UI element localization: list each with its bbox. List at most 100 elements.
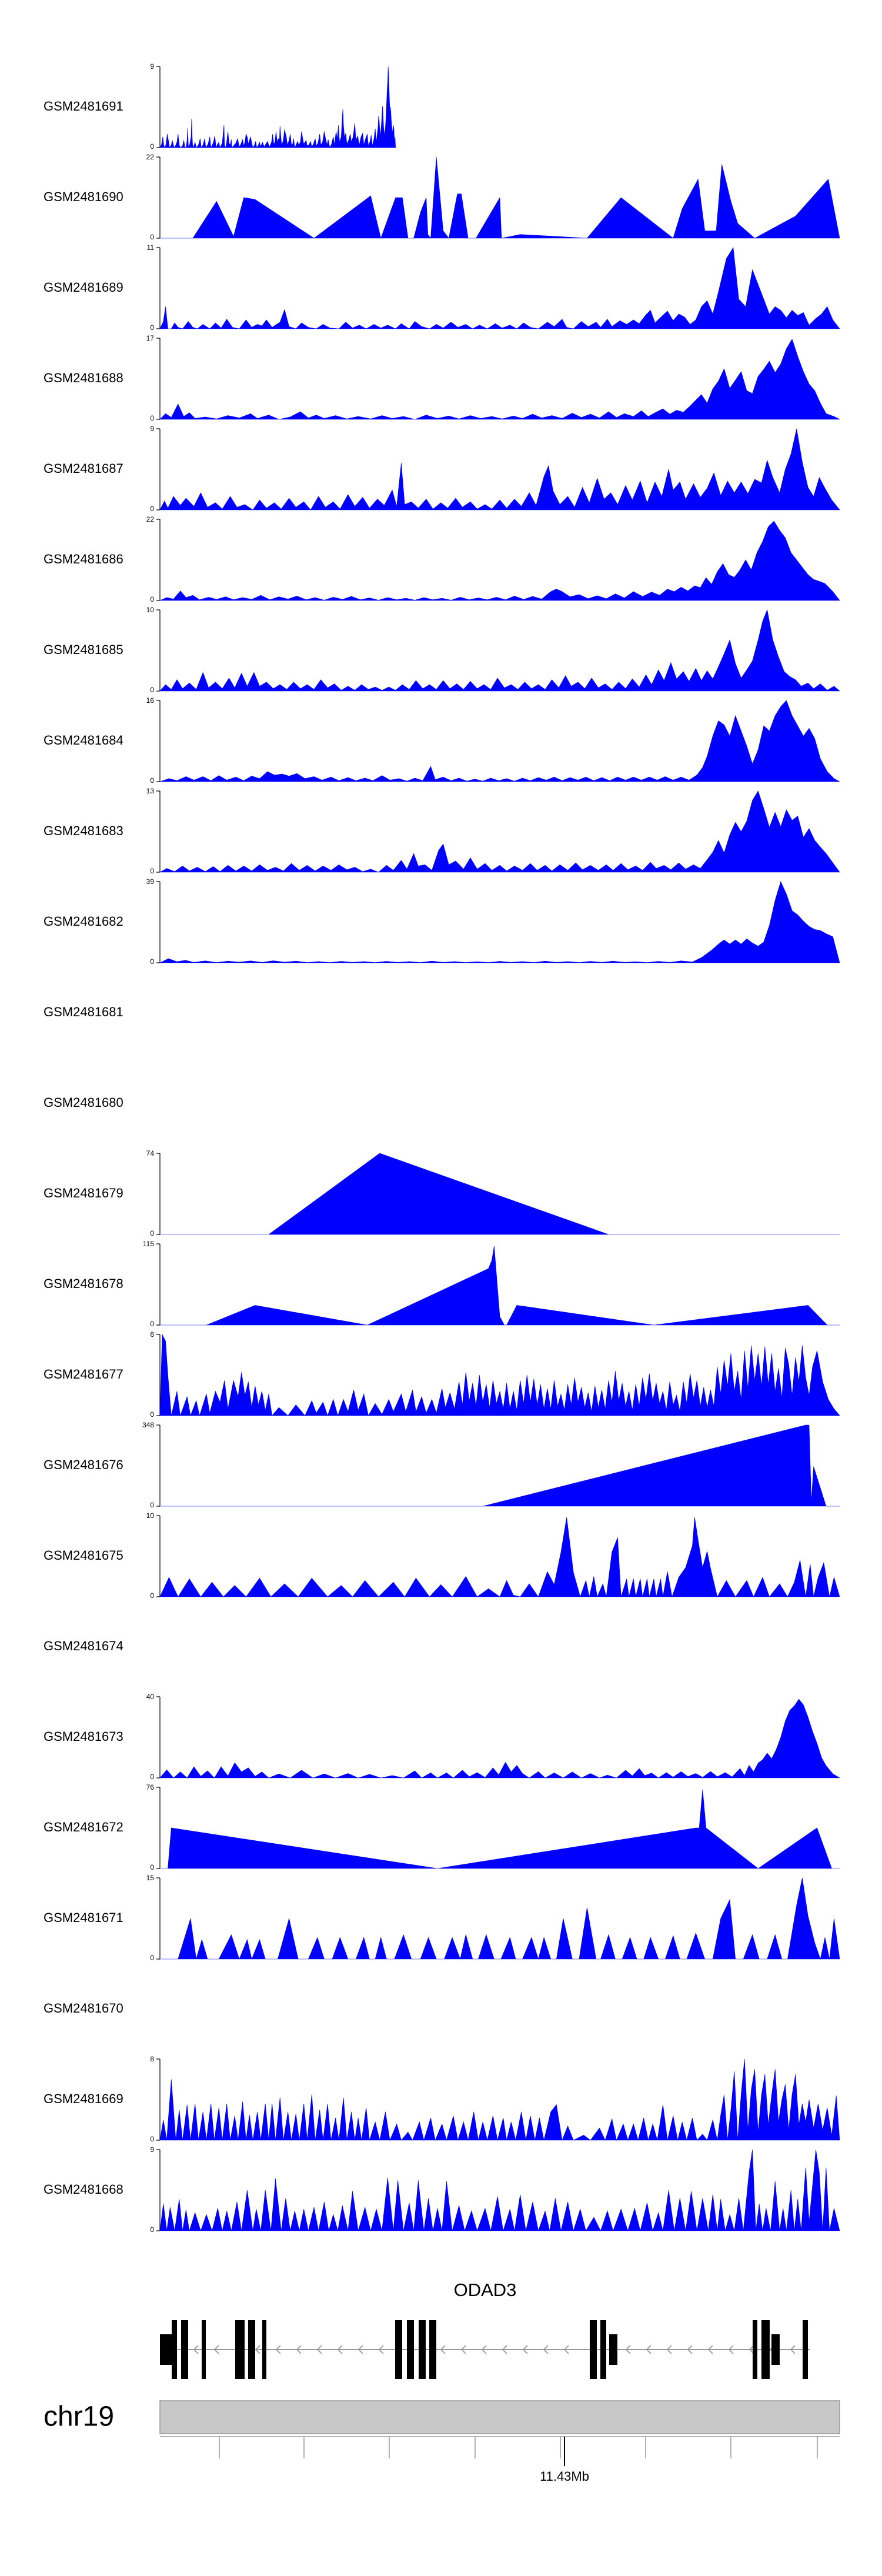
y-axis-min-label: 0 [150, 233, 154, 241]
gene-exon [419, 2320, 426, 2379]
track-GSM2481689: GSM2481689 11 0 [44, 243, 840, 332]
track-label: GSM2481677 [44, 1367, 123, 1382]
gene-exon [172, 2320, 177, 2379]
coverage-area [160, 1789, 840, 1869]
strand-arrow-icon [275, 2345, 281, 2354]
coverage-area [159, 247, 840, 329]
gene-exon [803, 2320, 808, 2379]
y-axis-max-label: 22 [146, 153, 155, 161]
y-axis-min-label: 0 [150, 957, 154, 966]
track-label: GSM2481684 [44, 733, 123, 748]
y-axis-min-label: 0 [150, 1863, 154, 1871]
y-axis-max-label: 9 [150, 425, 154, 433]
track-label: GSM2481671 [44, 1910, 123, 1925]
gene-exon [429, 2320, 436, 2379]
track-label: GSM2481673 [44, 1729, 123, 1744]
y-axis-max-label: 11 [147, 243, 155, 252]
y-axis-max-label: 76 [146, 1783, 155, 1791]
gene-exon [262, 2320, 266, 2379]
coverage-area [159, 1334, 840, 1417]
track-GSM2481688: GSM2481688 17 0 [44, 334, 840, 422]
track-GSM2481691: GSM2481691 9 0 [44, 62, 396, 151]
coverage-area [159, 1517, 840, 1598]
y-axis-max-label: 17 [146, 334, 155, 342]
track-label: GSM2481690 [44, 189, 123, 204]
coverage-area [159, 700, 840, 782]
strand-arrow-icon [378, 2345, 384, 2354]
coverage-area [160, 1153, 840, 1235]
coverage-area [159, 881, 840, 963]
y-axis-max-label: 40 [146, 1693, 155, 1701]
track-GSM2481684: GSM2481684 16 0 [44, 696, 840, 785]
y-axis-min-label: 0 [150, 867, 154, 875]
track-GSM2481676: GSM2481676 348 0 [44, 1421, 840, 1509]
gene-exon [202, 2320, 206, 2379]
track-label: GSM2481689 [44, 280, 123, 295]
y-axis-min-label: 0 [150, 1320, 154, 1328]
track-GSM2481690: GSM2481690 22 0 [44, 153, 840, 241]
gene-exon [600, 2320, 606, 2379]
strand-arrow-icon [213, 2345, 219, 2354]
track-GSM2481680: GSM2481680 [44, 1095, 123, 1110]
track-GSM2481677: GSM2481677 6 0 [44, 1330, 840, 1419]
strand-arrow-icon [707, 2345, 713, 2354]
track-label: GSM2481681 [44, 1005, 123, 1019]
strand-arrow-icon [255, 2345, 260, 2354]
y-axis-min-label: 0 [150, 595, 154, 603]
track-label: GSM2481680 [44, 1095, 123, 1110]
gene-exon [160, 2334, 172, 2365]
y-axis-min-label: 0 [150, 1954, 154, 1962]
y-axis-max-label: 10 [146, 606, 155, 614]
coverage-area [160, 1877, 840, 1960]
y-axis-max-label: 10 [146, 1511, 155, 1520]
y-axis-max-label: 8 [150, 2055, 154, 2063]
coverage-area [159, 1699, 841, 1778]
y-axis-max-label: 9 [150, 62, 154, 71]
track-GSM2481678: GSM2481678 115 0 [44, 1240, 840, 1328]
genome-axis: chr19 11.43Mb [44, 2400, 840, 2484]
track-label: GSM2481688 [44, 371, 123, 385]
y-axis-min-label: 0 [150, 1229, 154, 1237]
coverage-area [159, 66, 396, 149]
gene-exon [248, 2320, 255, 2379]
track-label: GSM2481683 [44, 823, 123, 838]
strand-arrow-icon [749, 2345, 754, 2354]
track-label: GSM2481675 [44, 1548, 123, 1563]
track-GSM2481673: GSM2481673 40 0 [44, 1693, 841, 1781]
track-label: GSM2481691 [44, 99, 123, 114]
coverage-area [160, 156, 840, 239]
coverage-area [159, 520, 840, 601]
strand-arrow-icon [481, 2345, 487, 2354]
genome-axis-tick-label: 11.43Mb [540, 2469, 589, 2484]
y-axis-max-label: 74 [146, 1149, 155, 1157]
y-axis-max-label: 348 [142, 1421, 154, 1429]
track-label: GSM2481679 [44, 1186, 123, 1200]
track-GSM2481672: GSM2481672 76 0 [44, 1783, 840, 1871]
strand-arrow-icon [625, 2345, 631, 2354]
strand-arrow-icon [358, 2345, 363, 2354]
track-GSM2481683: GSM2481683 13 0 [44, 787, 840, 875]
track-GSM2481681: GSM2481681 [44, 1005, 123, 1019]
y-axis-max-label: 16 [146, 696, 155, 705]
y-axis-min-label: 0 [150, 414, 154, 422]
y-axis-min-label: 0 [150, 323, 154, 332]
gene-exon [407, 2320, 414, 2379]
y-axis-min-label: 0 [150, 1773, 154, 1781]
strand-arrow-icon [543, 2345, 549, 2354]
track-GSM2481682: GSM2481682 39 0 [44, 877, 840, 966]
strand-arrow-icon [687, 2345, 693, 2354]
y-axis-max-label: 13 [146, 787, 155, 795]
y-axis-min-label: 0 [150, 2225, 154, 2234]
strand-arrow-icon [646, 2345, 652, 2354]
y-axis-min-label: 0 [150, 1591, 154, 1600]
y-axis-min-label: 0 [150, 505, 154, 513]
y-axis-max-label: 39 [146, 877, 155, 886]
y-axis-min-label: 0 [150, 776, 154, 785]
y-axis-max-label: 22 [146, 515, 155, 523]
strand-arrow-icon [666, 2345, 672, 2354]
coverage-area [159, 428, 840, 510]
gene-exon [753, 2320, 757, 2379]
track-label: GSM2481685 [44, 642, 123, 657]
